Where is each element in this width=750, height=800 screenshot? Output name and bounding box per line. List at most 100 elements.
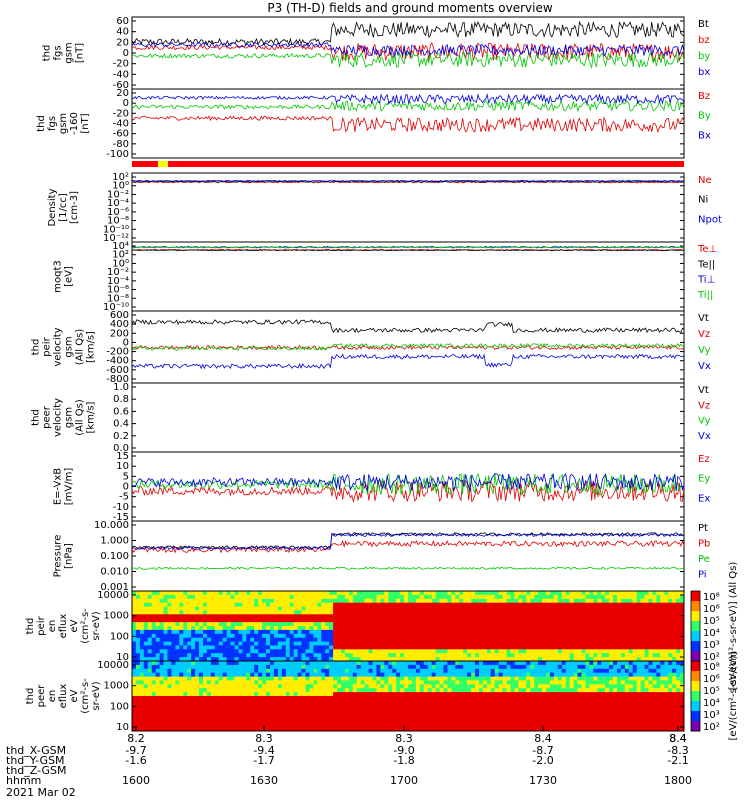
spectrogram-cell [222,649,227,654]
spectrogram-cell [514,684,519,689]
spectrogram-cell [356,684,361,689]
spectrogram-cell [352,723,358,728]
spectrogram-cell [305,598,310,604]
spectrogram-cell [183,668,188,674]
spectrogram-cell [423,610,429,615]
spectrogram-cell [561,614,567,619]
spectrogram-cell [285,688,291,693]
spectrogram-cell [270,664,275,670]
spectrogram-cell [589,719,594,724]
spectrogram-cell [230,703,235,709]
spectrogram-cell [593,629,598,635]
spectrogram-cell [270,703,275,709]
spectrogram-cell [479,672,484,677]
spectrogram-cell [297,641,302,646]
spectrogram-cell [482,645,488,650]
spectrogram-cell [372,637,377,642]
spectrogram-cell [218,606,223,611]
spectrogram-cell [534,668,539,674]
spectrogram-cell [522,645,527,650]
spectrogram-cell [163,591,168,596]
spectrogram-cell [187,602,192,607]
spectrogram-cell [577,711,582,716]
spectrogram-cell [206,657,212,662]
spectrogram-cell [183,719,188,724]
spectrogram-cell [234,614,239,619]
spectrogram-cell [195,649,200,654]
spectrogram-cell [246,606,251,611]
spectrogram-cell [455,653,460,658]
chart-title: P3 (TH-D) fields and ground moments over… [267,1,552,15]
spectrogram-cell [522,703,527,709]
spectrogram-cell [546,591,551,596]
spectrogram-cell [384,598,389,604]
spectrogram-cell [656,618,661,623]
spectrogram-cell [471,622,476,627]
spectrogram-cell [676,594,681,600]
spectrogram-cell [475,711,480,716]
spectrogram-cell [482,692,488,697]
spectrogram-cell [341,684,346,689]
spectrogram-cell [475,707,480,712]
spectrogram-cell [577,727,582,732]
spectrogram-cell [266,727,271,732]
spectrogram-cell [620,618,626,623]
spectrogram-cell [589,649,594,654]
spectrogram-cell [549,699,555,705]
spectrogram-cell [404,668,409,674]
spectrogram-cell [333,626,338,631]
spectrogram-cell [506,661,511,666]
spectrogram-cell [325,629,330,635]
spectrogram-cell [486,672,492,677]
spectrogram-cell [183,606,188,611]
spectrogram-cell [423,715,429,720]
spectrogram-cell [368,657,373,662]
spectrogram-cell [459,657,464,662]
spectrogram-cell [526,696,531,701]
spectrogram-cell [676,602,681,607]
spectrogram-cell [155,692,160,697]
spectrogram-cell [179,645,184,650]
spectrogram-cell [305,715,310,720]
spectrogram-cell [132,606,137,611]
spectrogram-cell [443,707,448,712]
spectrogram-cell [277,614,283,619]
spectrogram-cell [163,707,168,712]
spectrogram-cell [419,719,425,724]
spectrogram-cell [585,591,590,596]
spectrogram-cell [396,684,401,689]
spectrogram-cell [218,715,223,720]
spectrogram-cell [514,622,519,627]
spectrogram-cell [270,707,275,712]
spectrogram-cell [463,594,468,600]
series-line [131,99,685,113]
spectrogram-cell [542,610,547,615]
spectrogram-cell [589,696,594,701]
spectrogram-cell [281,618,287,623]
spectrogram-cell [459,680,464,685]
spectrogram-cell [301,594,306,600]
spectrogram-cell [179,606,184,611]
spectrogram-cell [557,645,563,650]
spectrogram-cell [396,676,401,681]
spectrogram-cell [569,672,574,677]
spectrogram-cell [455,633,460,639]
spectrogram-cell [139,664,145,670]
spectrogram-cell [297,661,302,666]
spectrogram-cell [139,703,145,709]
spectrogram-cell [372,727,377,732]
spectrogram-cell [195,668,200,674]
spectrogram-cell [293,594,298,600]
spectrogram-cell [396,680,401,685]
spectrogram-cell [360,711,365,716]
spectrogram-cell [593,622,598,627]
spectrogram-cell [301,606,306,611]
spectrogram-cell [368,727,373,732]
spectrogram-cell [589,610,594,615]
spectrogram-cell [242,699,247,705]
spectrogram-cell [510,645,515,650]
spectrogram-cell [475,715,480,720]
spectrogram-cell [147,606,153,611]
y-tick-label: 0.010 [100,567,129,578]
spectrogram-cell [321,629,326,635]
